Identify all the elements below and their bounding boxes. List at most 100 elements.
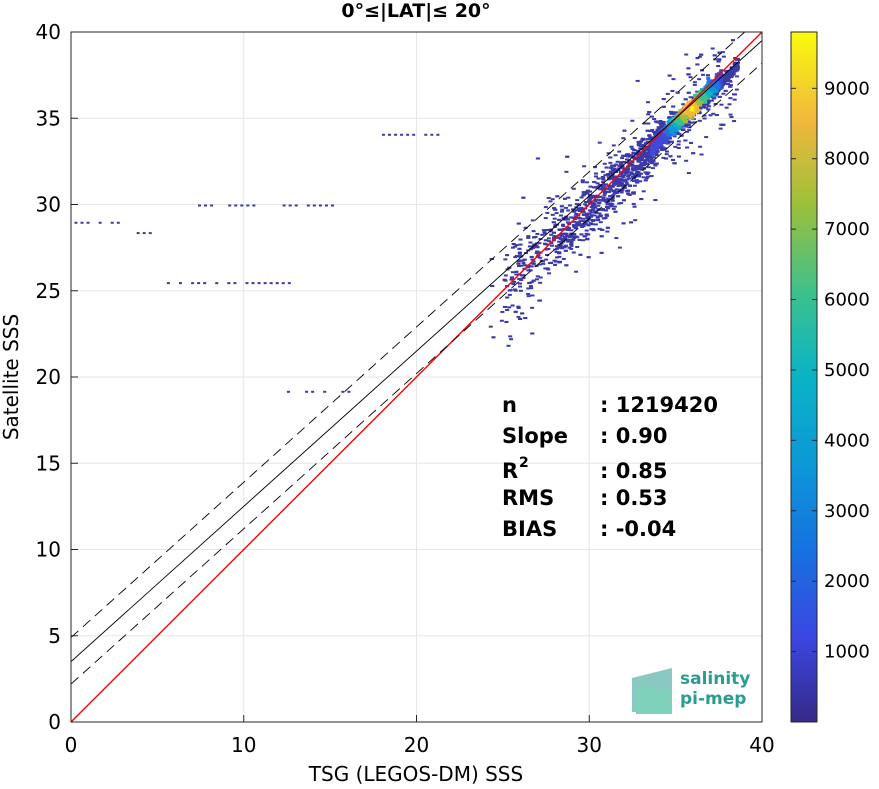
density-cell [608, 170, 613, 173]
outlier-cell [312, 204, 316, 207]
density-cell [590, 223, 595, 226]
density-cell [685, 146, 690, 149]
density-cell [500, 310, 505, 313]
density-cell [534, 278, 539, 281]
density-cell [564, 217, 569, 220]
density-cell [618, 175, 623, 178]
density-cell [565, 228, 570, 231]
density-cell [687, 126, 692, 129]
density-cell [621, 137, 626, 140]
density-cell [602, 162, 607, 165]
density-cell [621, 222, 626, 225]
density-cell [584, 229, 589, 232]
density-cell [714, 114, 719, 117]
stat-label: n [502, 393, 517, 417]
density-cell [688, 76, 693, 79]
colorbar-tick-label: 6000 [824, 290, 870, 311]
density-cell [724, 106, 729, 109]
density-cell [639, 155, 644, 158]
density-cell [535, 275, 540, 278]
density-cell [587, 209, 592, 212]
density-cell [513, 256, 518, 259]
salinity-pi-mep-logo: salinity pi-mep [632, 668, 750, 714]
density-cell [582, 192, 587, 195]
density-cell [526, 236, 531, 239]
density-cell [697, 55, 702, 58]
density-cell [712, 54, 717, 57]
density-cell [532, 236, 537, 239]
density-cell [526, 235, 531, 238]
density-cell [581, 225, 586, 228]
density-core-cell [706, 76, 711, 80]
density-cell [584, 181, 589, 184]
outlier-cell [136, 232, 140, 235]
density-cell [632, 149, 637, 152]
density-cell [565, 240, 570, 243]
density-cell [560, 239, 565, 242]
density-cell [638, 167, 643, 170]
outlier-cell [228, 204, 232, 207]
density-cell [600, 228, 605, 231]
density-cell [579, 196, 584, 199]
density-cell [595, 216, 600, 219]
density-cloud [74, 39, 740, 393]
outlier-cell [210, 204, 214, 207]
density-cell [660, 146, 665, 149]
density-cell [512, 280, 517, 283]
density-cell [551, 231, 556, 234]
density-core-cell [679, 117, 684, 121]
density-core-cell [671, 116, 676, 120]
density-cell [550, 213, 555, 216]
density-cell [675, 91, 680, 94]
density-cell [600, 170, 605, 173]
density-cell [610, 189, 615, 192]
density-core-cell [714, 80, 719, 84]
density-cell [598, 195, 603, 198]
density-core-cell [668, 118, 673, 122]
density-cell [585, 220, 590, 223]
density-core-cell [672, 132, 677, 136]
density-cell [574, 235, 579, 238]
density-cell [551, 237, 556, 240]
density-cell [671, 105, 676, 108]
density-cell [645, 153, 650, 156]
regression-line [71, 40, 762, 662]
density-cell [575, 199, 580, 202]
density-cell [686, 91, 691, 94]
density-core-cell [686, 100, 691, 104]
density-cell [518, 255, 523, 258]
density-core-cell [663, 141, 668, 145]
density-cell [721, 55, 726, 58]
outlier-cell [246, 204, 250, 207]
stat-superscript: 2 [519, 455, 529, 471]
density-cell [545, 243, 550, 246]
density-cell [626, 189, 631, 192]
density-cell [617, 164, 622, 167]
fit-lines [71, 32, 762, 722]
density-cell [610, 167, 615, 170]
density-cell [505, 254, 510, 257]
density-cell [572, 233, 577, 236]
density-cell [617, 202, 622, 205]
density-core-cell [699, 97, 704, 101]
density-core-cell [652, 136, 657, 140]
density-cell [631, 168, 636, 171]
outlier-cell [412, 133, 416, 136]
density-cell [649, 115, 654, 118]
outlier-cell [74, 221, 78, 224]
density-cell [601, 196, 606, 199]
density-cell [618, 178, 623, 181]
density-cell [624, 172, 629, 175]
density-cell [597, 141, 602, 144]
density-cell [509, 276, 514, 279]
stat-value: : 0.53 [600, 486, 668, 510]
density-cell [514, 270, 519, 273]
density-cell [607, 184, 612, 187]
density-cell [564, 206, 569, 209]
density-cell [563, 232, 568, 235]
density-cell [606, 207, 611, 210]
density-cell [613, 154, 618, 157]
y-tick-label: 10 [36, 538, 61, 562]
colorbar-tick-label: 7000 [824, 219, 870, 240]
density-cell [571, 238, 576, 241]
